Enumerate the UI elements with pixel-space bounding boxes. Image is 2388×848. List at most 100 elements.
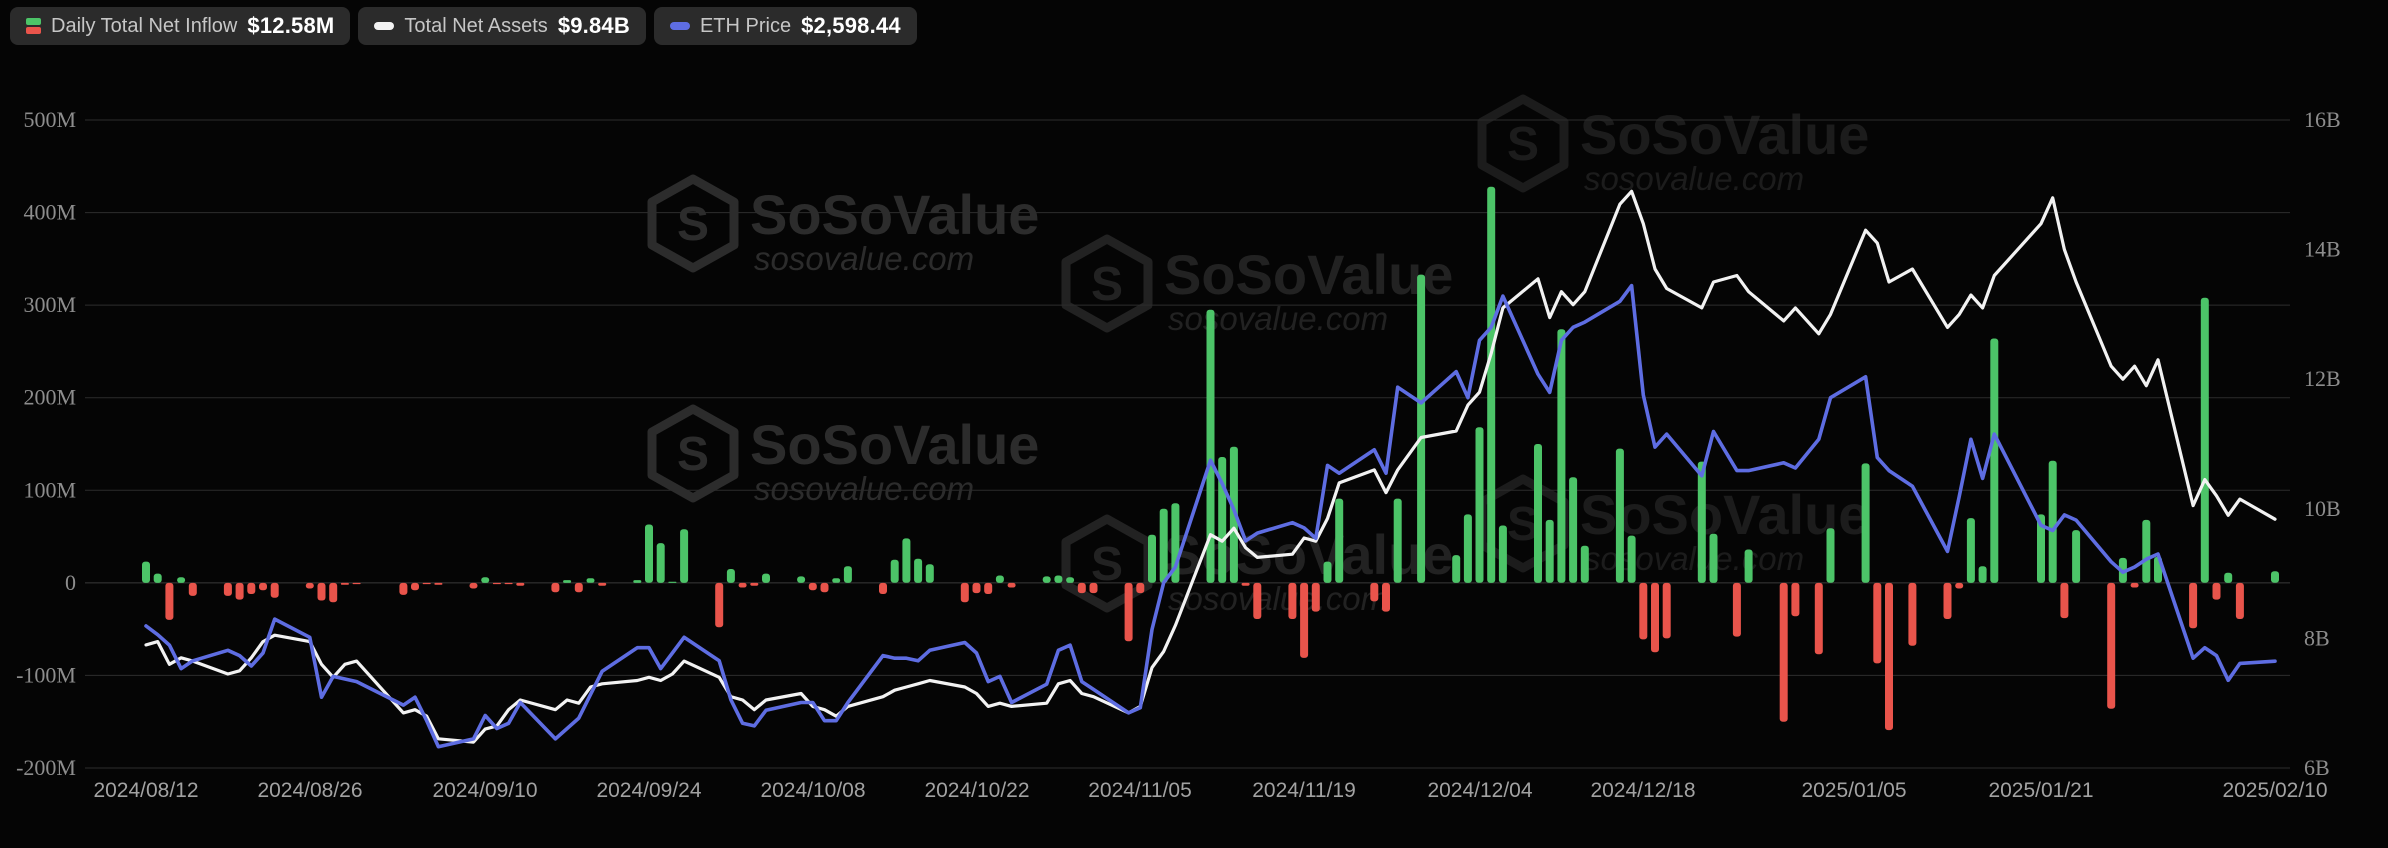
inflow-bar[interactable] — [715, 582, 724, 628]
inflow-bar[interactable] — [1148, 534, 1156, 583]
inflow-bar[interactable] — [668, 581, 677, 583]
inflow-bar[interactable] — [1300, 582, 1309, 658]
inflow-bar[interactable] — [1487, 186, 1496, 583]
inflow-bar[interactable] — [972, 582, 981, 594]
inflow-bar[interactable] — [1159, 508, 1168, 583]
inflow-bar[interactable] — [563, 580, 572, 583]
inflow-bar[interactable] — [574, 582, 583, 593]
inflow-bar[interactable] — [1697, 461, 1706, 583]
eth-price-line[interactable] — [144, 283, 2277, 749]
inflow-bar[interactable] — [960, 582, 969, 603]
legend-item-daily-net-inflow[interactable]: Daily Total Net Inflow $12.58M — [10, 7, 351, 45]
inflow-bar[interactable] — [516, 582, 525, 586]
inflow-bar[interactable] — [1089, 582, 1098, 594]
inflow-bar[interactable] — [984, 582, 993, 594]
inflow-bar[interactable] — [1042, 576, 1051, 583]
inflow-bar[interactable] — [2212, 582, 2221, 600]
inflow-bar[interactable] — [832, 578, 841, 583]
inflow-bar[interactable] — [1007, 582, 1016, 588]
inflow-bar[interactable] — [352, 582, 361, 585]
inflow-bar[interactable] — [1908, 582, 1917, 646]
inflow-bar[interactable] — [656, 543, 665, 583]
total-net-assets-line[interactable] — [144, 189, 2277, 744]
inflow-bar[interactable] — [808, 582, 817, 591]
inflow-bar[interactable] — [890, 559, 899, 583]
inflow-bar[interactable] — [1814, 582, 1823, 655]
inflow-bar[interactable] — [1545, 519, 1554, 583]
inflow-bar[interactable] — [1955, 582, 1964, 589]
inflow-bar[interactable] — [1463, 514, 1472, 583]
inflow-bar[interactable] — [820, 582, 829, 593]
inflow-bar[interactable] — [1627, 535, 1636, 583]
inflow-bar[interactable] — [1569, 477, 1578, 583]
inflow-bar[interactable] — [165, 582, 174, 620]
inflow-bar[interactable] — [1498, 525, 1507, 583]
inflow-bar[interactable] — [305, 582, 314, 589]
inflow-bar[interactable] — [1077, 582, 1086, 594]
inflow-bar[interactable] — [2224, 572, 2233, 583]
inflow-bar[interactable] — [1534, 444, 1542, 583]
inflow-bar[interactable] — [1943, 582, 1952, 619]
inflow-bar[interactable] — [2200, 297, 2209, 583]
inflow-bar[interactable] — [153, 573, 162, 583]
inflow-bar[interactable] — [1475, 427, 1484, 583]
inflow-bar[interactable] — [247, 582, 256, 594]
inflow-bar[interactable] — [340, 582, 349, 585]
inflow-bar[interactable] — [680, 529, 689, 583]
inflow-bar[interactable] — [2107, 582, 2116, 709]
inflow-bar[interactable] — [422, 582, 431, 585]
inflow-bar[interactable] — [2060, 582, 2069, 619]
inflow-bar[interactable] — [1873, 582, 1882, 664]
inflow-bar[interactable] — [399, 582, 408, 595]
inflow-bar[interactable] — [843, 566, 852, 583]
inflow-bar[interactable] — [633, 580, 642, 583]
inflow-bar[interactable] — [504, 582, 513, 585]
inflow-bar[interactable] — [645, 524, 653, 583]
inflow-bar[interactable] — [1791, 582, 1800, 617]
inflow-bar[interactable] — [1651, 582, 1659, 653]
inflow-bar[interactable] — [434, 582, 443, 585]
inflow-bar[interactable] — [492, 582, 501, 585]
inflow-bar[interactable] — [481, 577, 490, 583]
legend-item-eth-price[interactable]: ETH Price $2,598.44 — [653, 7, 917, 45]
inflow-bar[interactable] — [1206, 309, 1215, 583]
inflow-bar[interactable] — [1978, 566, 1987, 583]
legend-item-total-net-assets[interactable]: Total Net Assets $9.84B — [358, 7, 646, 45]
inflow-bar[interactable] — [1709, 533, 1718, 583]
inflow-bar[interactable] — [1054, 575, 1063, 583]
inflow-bar[interactable] — [235, 582, 244, 600]
inflow-bar[interactable] — [259, 582, 267, 591]
inflow-bar[interactable] — [902, 538, 911, 583]
inflow-bar[interactable] — [1311, 582, 1320, 612]
inflow-bar[interactable] — [1253, 582, 1262, 619]
inflow-bar[interactable] — [1417, 274, 1426, 583]
inflow-bar[interactable] — [270, 582, 279, 598]
inflow-bar[interactable] — [1615, 448, 1624, 583]
inflow-bar[interactable] — [2271, 571, 2279, 583]
inflow-bar[interactable] — [762, 573, 770, 583]
inflow-bar[interactable] — [1580, 545, 1589, 583]
inflow-bar[interactable] — [726, 569, 735, 583]
inflow-bar[interactable] — [1335, 498, 1344, 583]
inflow-bar[interactable] — [914, 558, 923, 583]
inflow-bar[interactable] — [329, 582, 338, 603]
inflow-bar[interactable] — [1966, 518, 1975, 583]
inflow-bar[interactable] — [1241, 582, 1250, 586]
inflow-bar[interactable] — [1885, 582, 1893, 731]
inflow-bar[interactable] — [1639, 582, 1648, 640]
inflow-bar[interactable] — [1557, 329, 1566, 583]
inflow-bar[interactable] — [2235, 582, 2244, 619]
inflow-bar[interactable] — [925, 564, 934, 583]
inflow-bar[interactable] — [598, 582, 607, 586]
inflow-bar[interactable] — [1288, 582, 1297, 619]
inflow-bar[interactable] — [1124, 582, 1133, 642]
inflow-bar[interactable] — [1732, 582, 1741, 637]
inflow-bar[interactable] — [1393, 498, 1402, 583]
inflow-bar[interactable] — [1744, 549, 1753, 583]
inflow-bar[interactable] — [1452, 555, 1461, 583]
inflow-bar[interactable] — [469, 582, 478, 589]
inflow-bar[interactable] — [1066, 577, 1075, 583]
inflow-bar[interactable] — [797, 576, 806, 583]
inflow-bar[interactable] — [2048, 460, 2057, 583]
inflow-bar[interactable] — [223, 582, 232, 596]
